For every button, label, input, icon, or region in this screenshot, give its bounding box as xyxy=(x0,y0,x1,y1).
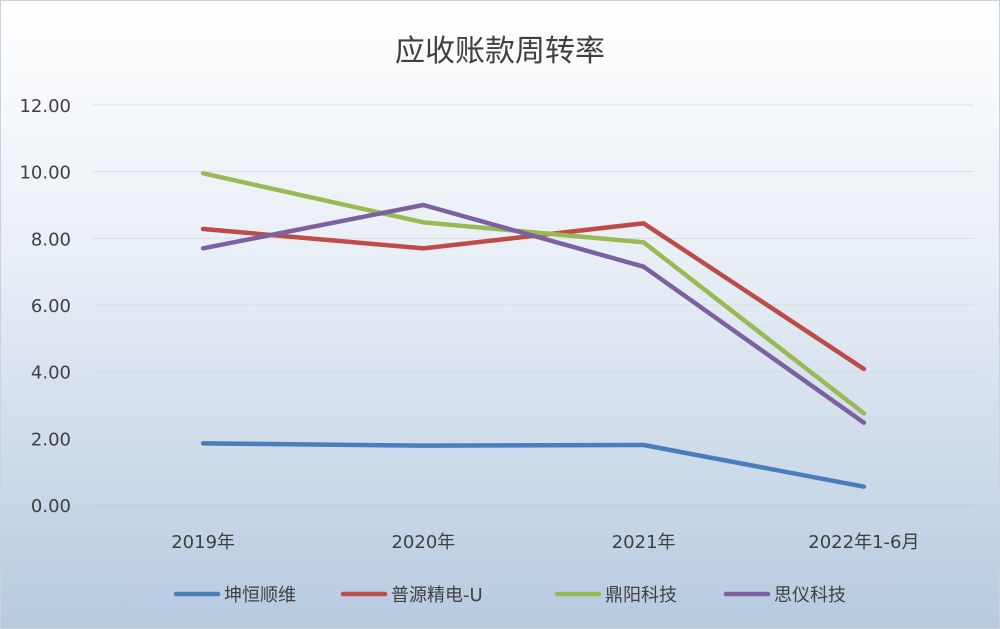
y-tick-label: 0.00 xyxy=(31,496,71,517)
legend: 坤恒顺维 普源精电-U 鼎阳科技 思仪科技 xyxy=(173,585,846,606)
series-lines xyxy=(200,171,867,489)
series-line-4 xyxy=(200,202,867,425)
series-line-3 xyxy=(200,171,867,416)
legend-label: 坤恒顺维 xyxy=(224,585,296,606)
x-tick-label: 2020年 xyxy=(391,532,455,553)
y-tick-label: 2.00 xyxy=(31,429,71,450)
legend-label: 鼎阳科技 xyxy=(605,585,677,606)
x-tick-label: 2019年 xyxy=(171,532,235,553)
y-tick-label: 10.00 xyxy=(19,163,71,184)
y-tick-label: 8.00 xyxy=(31,229,71,250)
series-line-1 xyxy=(200,441,867,489)
gridlines xyxy=(93,104,974,506)
y-axis: 0.00 2.00 4.00 6.00 8.00 10.00 12.00 xyxy=(19,96,71,517)
x-tick-label: 2021年 xyxy=(612,532,676,553)
x-tick-label: 2022年1-6月 xyxy=(808,532,919,553)
x-axis: 2019年 2020年 2021年 2022年1-6月 xyxy=(171,532,919,553)
legend-label: 思仪科技 xyxy=(774,585,846,606)
y-tick-label: 12.00 xyxy=(19,96,71,117)
y-tick-label: 6.00 xyxy=(31,296,71,317)
series-line-2 xyxy=(200,221,867,372)
y-tick-label: 4.00 xyxy=(31,363,71,384)
legend-label: 普源精电-U xyxy=(391,585,483,606)
chart-title: 应收账款周转率 xyxy=(395,34,605,69)
